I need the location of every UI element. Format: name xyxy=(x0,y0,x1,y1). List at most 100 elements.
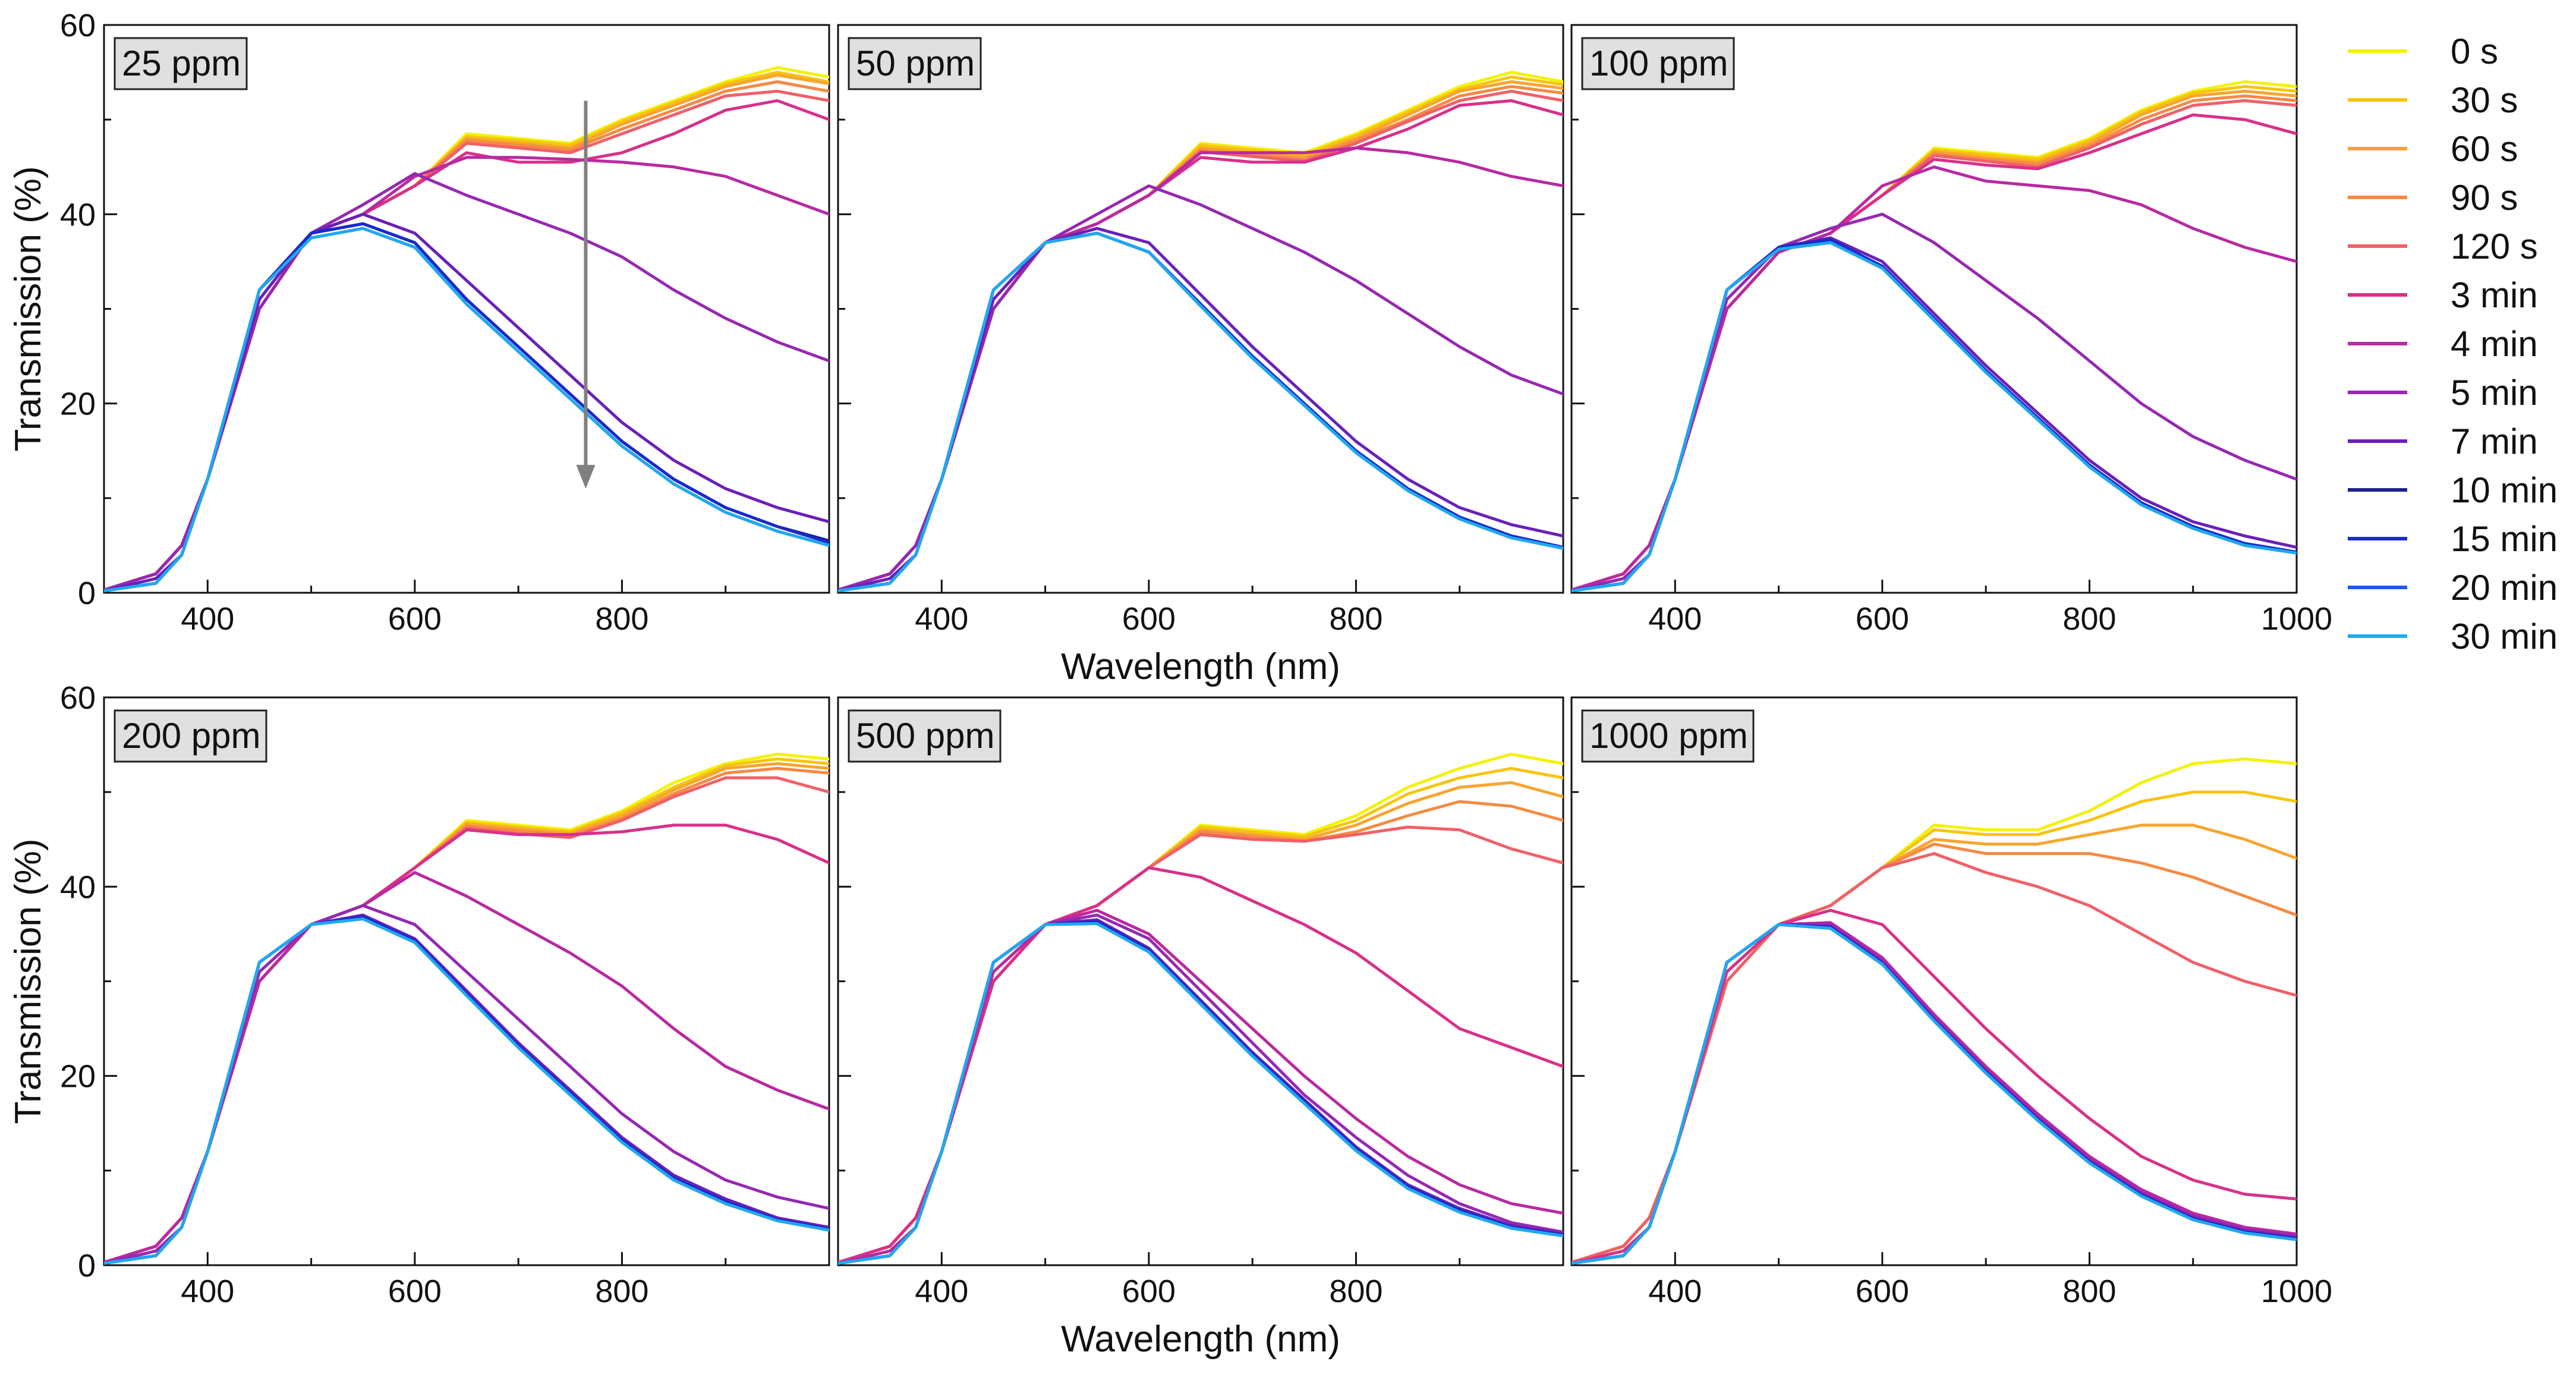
x-tick-label: 800 xyxy=(1329,1274,1383,1309)
series-line-90-s xyxy=(838,800,1563,1264)
panel-label: 1000 ppm xyxy=(1581,709,1755,763)
x-tick-label: 1000 xyxy=(2261,601,2332,637)
y-tick-label: 60 xyxy=(60,680,96,716)
series-line-90-s xyxy=(104,766,829,1264)
x-tick-label: 600 xyxy=(1122,1274,1176,1309)
panel-label: 50 ppm xyxy=(848,37,982,90)
legend-label: 30 min xyxy=(2451,617,2558,656)
series-line-15-min xyxy=(104,915,829,1265)
panel-label: 200 ppm xyxy=(114,709,267,763)
series-line-30-min xyxy=(104,227,829,593)
panel-label-text: 500 ppm xyxy=(856,716,995,756)
legend-item: 5 min xyxy=(2348,373,2538,413)
panel-5: 400 600 800 500 ppm xyxy=(837,696,1564,1309)
arrow-head xyxy=(576,464,596,489)
series-lines xyxy=(838,753,1563,1265)
panel-label-text: 50 ppm xyxy=(856,43,975,83)
series-line-4-min xyxy=(1572,165,2297,592)
series-line-7-min xyxy=(104,212,829,593)
y-axis-title: Transmission (%) xyxy=(8,839,49,1124)
panel-3: 400 600 800 1000 100 ppm xyxy=(1570,24,2332,637)
legend-item: 7 min xyxy=(2348,422,2538,461)
series-line-15-min xyxy=(838,231,1563,593)
legend-label: 15 min xyxy=(2451,519,2558,559)
series-line-60-s xyxy=(104,762,829,1264)
series-line-4-min xyxy=(838,146,1563,592)
x-tick-label: 600 xyxy=(1856,1274,1909,1309)
legend-item: 20 min xyxy=(2348,568,2558,608)
panel-4: 400 600 800 0 20 40 60 200 ppm xyxy=(60,680,830,1309)
series-line-4-min xyxy=(104,871,829,1264)
panel-label-box xyxy=(848,709,1002,763)
series-line-30-min xyxy=(1572,241,2297,593)
series-line-7-min xyxy=(1572,236,2297,593)
y-tick-label: 20 xyxy=(60,1059,96,1095)
series-line-30-s xyxy=(1572,790,2297,1264)
series-line-0-s xyxy=(104,66,829,592)
series-line-15-min xyxy=(838,920,1563,1265)
legend-item: 90 s xyxy=(2348,178,2518,218)
series-line-30-min xyxy=(1572,923,2297,1265)
series-line-120-s xyxy=(1572,852,2297,1264)
x-tick-label: 800 xyxy=(1329,601,1383,637)
legend-item: 30 s xyxy=(2348,80,2518,120)
legend-label: 10 min xyxy=(2451,470,2558,510)
legend-label: 120 s xyxy=(2451,227,2538,266)
panel-label: 100 ppm xyxy=(1581,37,1735,90)
x-tick-label: 400 xyxy=(1648,1274,1702,1309)
legend-item: 120 s xyxy=(2348,227,2538,266)
x-tick-label: 800 xyxy=(595,1274,648,1309)
series-line-60-s xyxy=(838,781,1563,1264)
series-lines xyxy=(104,753,829,1265)
series-line-7-min xyxy=(838,918,1563,1265)
legend-label: 90 s xyxy=(2451,178,2518,218)
legend-label: 3 min xyxy=(2451,275,2538,315)
x-tick-label: 600 xyxy=(1122,601,1176,637)
series-line-20-min xyxy=(1572,241,2297,593)
series-line-3-min xyxy=(838,866,1563,1264)
panel-1: 400 600 800 0 20 40 60 25 ppm xyxy=(60,8,830,637)
legend-item: 4 min xyxy=(2348,324,2538,364)
x-tick-label: 400 xyxy=(181,1274,234,1309)
legend-item: 3 min xyxy=(2348,275,2538,315)
y-tick-label: 0 xyxy=(78,1248,96,1284)
series-line-20-min xyxy=(838,231,1563,593)
x-tick-label: 1000 xyxy=(2261,1274,2332,1309)
series-line-4-min xyxy=(104,156,829,592)
series-line-10-min xyxy=(104,915,829,1265)
panel-label-text: 100 ppm xyxy=(1589,43,1728,83)
y-tick-label: 40 xyxy=(60,869,96,905)
x-tick-label: 400 xyxy=(1648,601,1702,637)
panel-label-text: 200 ppm xyxy=(122,716,261,756)
legend-label: 0 s xyxy=(2451,32,2498,71)
legend-item: 0 s xyxy=(2348,32,2498,71)
series-line-7-min xyxy=(104,913,829,1265)
panel-label-box xyxy=(848,37,982,90)
panel-label-box xyxy=(1581,709,1755,763)
series-line-120-s xyxy=(838,825,1563,1264)
x-tick-label: 800 xyxy=(2062,1274,2116,1309)
panel-label-box xyxy=(1581,37,1735,90)
panel-label-text: 25 ppm xyxy=(122,43,241,83)
legend-item: 60 s xyxy=(2348,129,2518,169)
series-line-60-s xyxy=(1572,823,2297,1264)
plot-frame xyxy=(103,24,830,594)
x-tick-label: 400 xyxy=(915,1274,968,1309)
series-line-7-min xyxy=(838,227,1563,593)
series-line-20-min xyxy=(104,227,829,593)
axis-titles: Transmission (%) Wavelength (nm) Transmiss… xyxy=(8,166,1340,1360)
series-line-0-s xyxy=(1572,757,2297,1264)
series-lines xyxy=(104,66,829,593)
series-line-15-min xyxy=(1572,238,2297,593)
plot-frame xyxy=(1570,24,2298,594)
series-line-120-s xyxy=(1572,99,2297,592)
trend-arrow xyxy=(576,100,596,489)
x-axis-title: Wavelength (nm) xyxy=(1061,646,1340,687)
x-tick-label: 400 xyxy=(181,601,234,637)
legend-item: 30 min xyxy=(2348,617,2558,656)
panel-label-text: 1000 ppm xyxy=(1589,716,1748,756)
panel-label: 500 ppm xyxy=(848,709,1002,763)
plot-frame xyxy=(103,696,830,1266)
